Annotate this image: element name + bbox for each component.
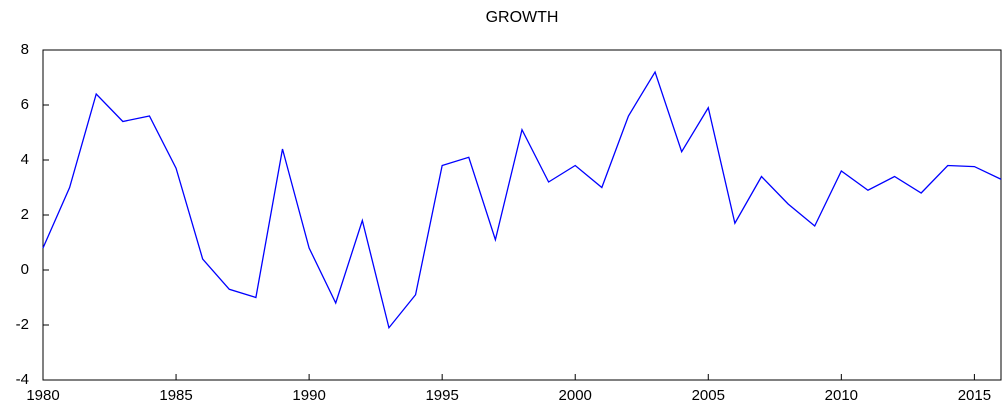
plot-frame: [42, 49, 1002, 381]
y-tick-label: 0: [21, 261, 29, 278]
x-tick-label: 1995: [425, 387, 458, 404]
x-tick-label: 2005: [692, 387, 725, 404]
x-tick-label: 2000: [559, 387, 592, 404]
y-tick-label: 6: [21, 96, 29, 113]
y-tick-label: -4: [16, 371, 29, 388]
x-tick-label: 2010: [825, 387, 858, 404]
y-tick-label: 2: [21, 206, 29, 223]
x-tick-label: 1980: [26, 387, 59, 404]
y-tick-label: 8: [21, 41, 29, 58]
x-tick-label: 1985: [159, 387, 192, 404]
chart-title: GROWTH: [486, 9, 559, 26]
x-tick-label: 2015: [958, 387, 991, 404]
x-tick-label: 1990: [292, 387, 325, 404]
y-tick-label: -2: [16, 316, 29, 333]
data-line: [42, 70, 1002, 330]
y-tick-label: 4: [21, 151, 29, 168]
